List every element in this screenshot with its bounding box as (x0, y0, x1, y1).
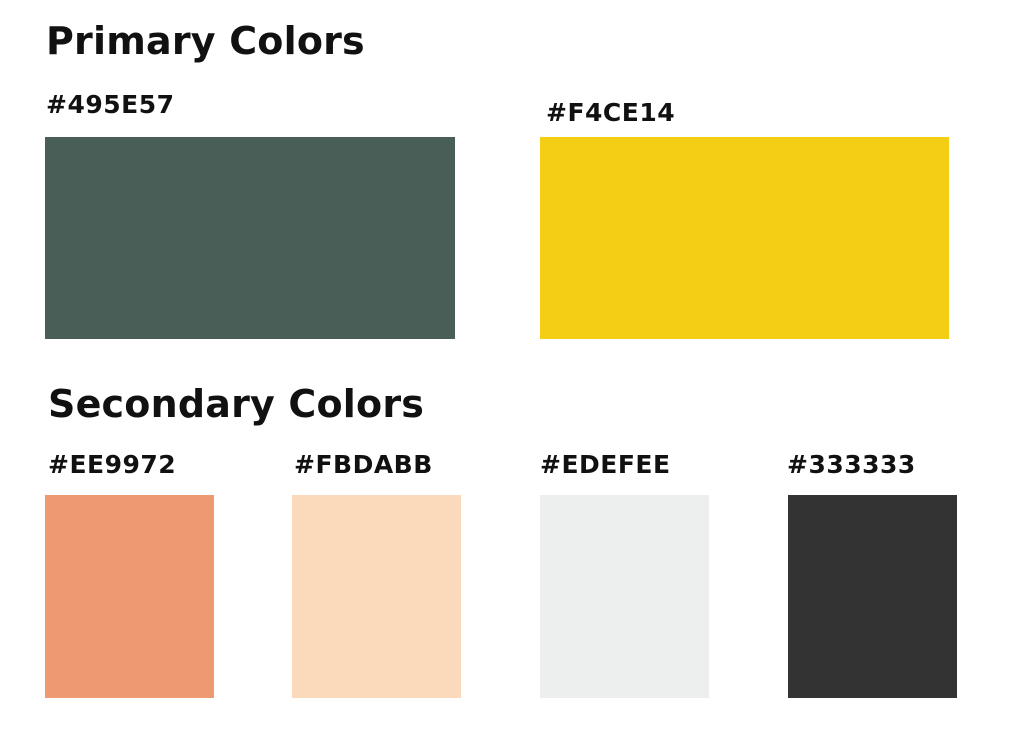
primary-color-swatch (45, 137, 455, 339)
primary-color-swatch (540, 137, 949, 339)
secondary-colors-heading: Secondary Colors (48, 382, 425, 426)
secondary-swatch-label: #EE9972 (48, 450, 177, 479)
primary-swatch-label: #F4CE14 (546, 98, 676, 127)
secondary-swatch-label: #FBDABB (294, 450, 433, 479)
secondary-color-swatch (788, 495, 957, 698)
secondary-color-swatch (292, 495, 461, 698)
secondary-color-swatch (45, 495, 214, 698)
secondary-swatch-label: #333333 (787, 450, 916, 479)
secondary-color-swatch (540, 495, 709, 698)
primary-colors-heading: Primary Colors (46, 19, 365, 63)
primary-swatch-label: #495E57 (46, 90, 175, 119)
secondary-swatch-label: #EDEFEE (540, 450, 671, 479)
